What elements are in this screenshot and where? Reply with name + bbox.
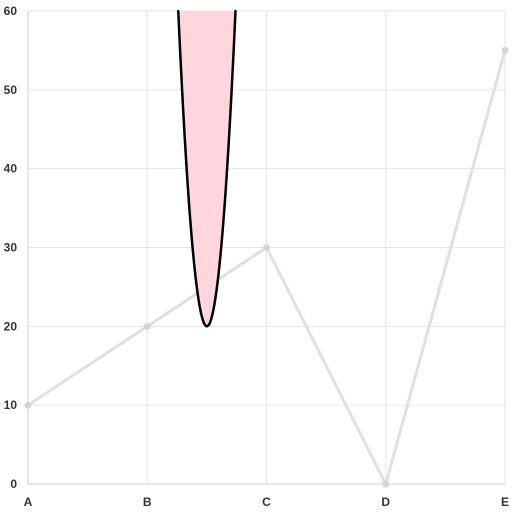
y-tick-label: 0 [10,477,17,491]
y-tick-label: 60 [4,4,18,18]
y-tick-label: 30 [4,241,18,255]
data-point [501,46,509,54]
x-tick-label: C [262,495,271,509]
grid-layer [27,10,506,485]
x-tick-label: A [24,495,33,509]
x-tick-label: D [381,495,390,509]
data-point [382,480,390,488]
series-layer [24,46,509,488]
y-tick-label: 40 [4,162,18,176]
y-tick-label: 20 [4,319,18,333]
annotation-layer [177,9,237,328]
x-tick-label: B [143,495,152,509]
data-point [263,244,270,251]
parabola-curve [177,9,237,328]
data-point [143,322,151,330]
y-tick-label: 50 [4,83,18,97]
x-tick-label: E [501,495,509,509]
y-tick-label: 10 [4,398,18,412]
data-point [24,401,32,409]
axis-layer: 0 10 20 30 40 50 60 A B C D E [4,4,509,509]
